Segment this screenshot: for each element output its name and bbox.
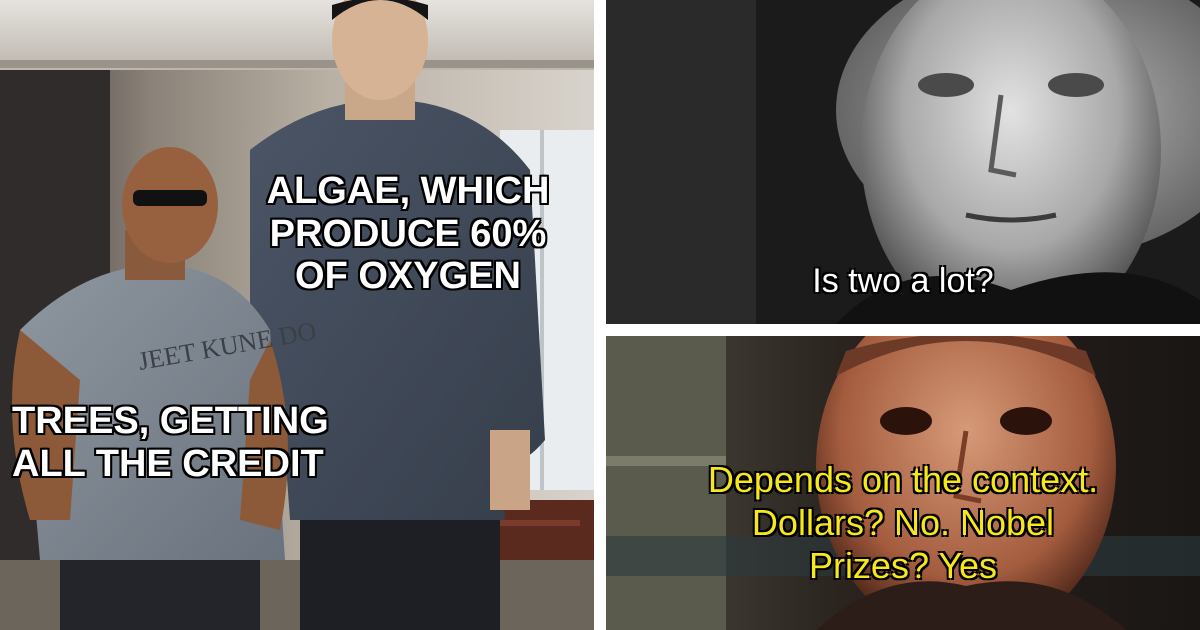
tall-man-photo-panel: JEET KUNE DO ALGAE, WHICH PRODUCE 60% OF… xyxy=(0,0,594,630)
depends-caption-line-2: Dollars? No. Nobel xyxy=(751,502,1055,544)
depends-caption-line-1: Depends on the context. xyxy=(707,459,1099,500)
trees-caption-line-2: ALL THE CREDIT xyxy=(12,442,324,485)
tv-still-panel: Depends on the context. Dollars? No. Nob… xyxy=(606,336,1200,630)
black-and-white-portrait xyxy=(606,0,1200,324)
trees-caption: TREES, GETTING ALL THE CREDIT xyxy=(12,400,392,485)
is-two-a-lot-caption: Is two a lot? xyxy=(812,262,994,300)
man-intense-stare-still xyxy=(606,336,1200,630)
algae-caption-line-2: PRODUCE 60% xyxy=(269,212,547,255)
portrait-panel: Is two a lot? xyxy=(606,0,1200,324)
trees-caption-line-1: TREES, GETTING xyxy=(12,400,329,442)
algae-caption-line-1: ALGAE, WHICH xyxy=(266,170,550,212)
algae-caption: ALGAE, WHICH PRODUCE 60% OF OXYGEN xyxy=(238,170,578,298)
depends-caption-line-3: Prizes? Yes xyxy=(808,545,998,587)
algae-caption-line-3: OF OXYGEN xyxy=(295,255,521,298)
depends-on-context-caption: Depends on the context. Dollars? No. Nob… xyxy=(606,458,1200,588)
tall-man-photo: JEET KUNE DO xyxy=(0,0,594,630)
